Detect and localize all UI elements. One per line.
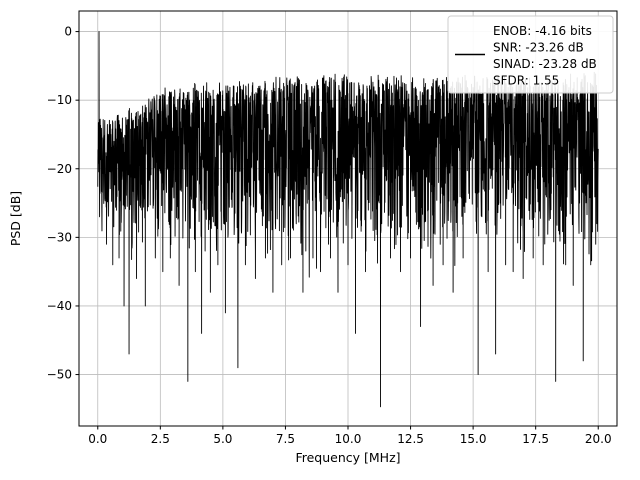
x-tick-label: 12.5 [397,432,424,446]
legend-line: SNR: -23.26 dB [493,40,584,54]
x-tick-label: 15.0 [460,432,487,446]
y-tick-label: −20 [47,162,72,176]
legend: ENOB: -4.16 bits SNR: -23.26 dB SINAD: -23… [447,15,614,94]
legend-line: ENOB: -4.16 bits [493,24,592,38]
x-tick-label: 20.0 [585,432,612,446]
x-axis-label: Frequency [MHz] [295,450,400,465]
x-tick-label: 10.0 [335,432,362,446]
legend-line: SFDR: 1.55 [493,73,559,87]
x-tick-label: 2.5 [151,432,170,446]
y-tick-label: −10 [47,93,72,107]
x-tick-label: 5.0 [213,432,232,446]
x-axis: 0.0 2.5 5.0 7.5 10.0 12.5 15.0 17.5 20.0 Frequenc… [88,426,612,465]
y-tick-label: −30 [47,230,72,244]
y-axis-label: PSD [dB] [8,191,23,246]
legend-box [447,15,614,94]
y-axis: 0 −10 −20 −30 −40 −50 PSD [dB] [8,25,79,382]
psd-trace [97,31,599,408]
y-tick-label: 0 [64,25,72,39]
x-tick-label: 7.5 [276,432,295,446]
y-tick-label: −50 [47,368,72,382]
legend-line: SINAD: -23.28 dB [493,57,597,71]
x-tick-label: 0.0 [88,432,107,446]
y-tick-label: −40 [47,299,72,313]
x-tick-label: 17.5 [522,432,549,446]
